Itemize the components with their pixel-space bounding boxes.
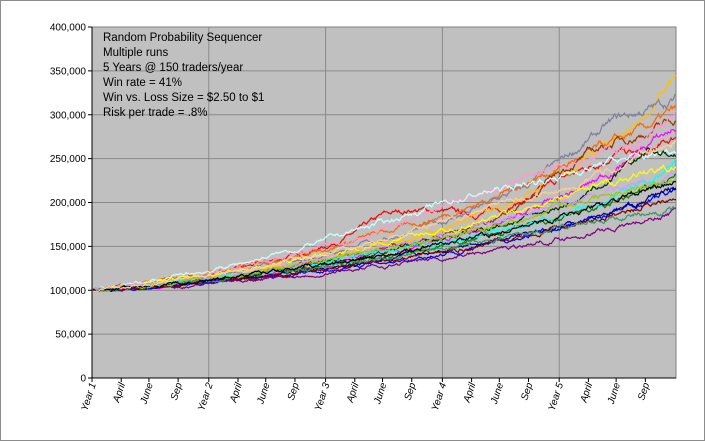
y-tick-label: 50,000 bbox=[55, 330, 86, 341]
x-tick-label: April bbox=[461, 381, 478, 405]
x-tick-label: June bbox=[606, 381, 624, 406]
y-tick-label: 100,000 bbox=[50, 286, 87, 297]
y-tick-label: 400,000 bbox=[50, 23, 87, 34]
x-tick-label: April bbox=[111, 381, 128, 405]
chart-annotation: Random Probability Sequencer Multiple ru… bbox=[103, 31, 264, 121]
x-tick-label: Sep bbox=[636, 381, 652, 402]
x-tick-label: April bbox=[578, 381, 595, 405]
x-tick-label: Sep bbox=[519, 381, 535, 402]
series-line bbox=[91, 207, 677, 293]
x-tick-label: Year 2 bbox=[196, 381, 216, 412]
annotation-line: Multiple runs bbox=[103, 47, 169, 59]
series-line bbox=[91, 198, 677, 292]
x-tick-label: June bbox=[138, 381, 156, 406]
y-tick-label: 150,000 bbox=[50, 242, 87, 253]
annotation-line: 5 Years @ 150 traders/year bbox=[103, 62, 244, 74]
x-tick-label: June bbox=[372, 381, 390, 406]
annotation-line: Win rate = 41% bbox=[103, 77, 182, 89]
x-tick-label: Year 5 bbox=[547, 381, 567, 412]
series-line bbox=[91, 148, 677, 291]
y-tick-label: 200,000 bbox=[50, 198, 87, 209]
annotation-line: Win vs. Loss Size = $2.50 to $1 bbox=[103, 92, 265, 104]
series-line bbox=[92, 180, 677, 293]
x-tick-label: June bbox=[255, 381, 273, 406]
x-tick-label: Sep bbox=[169, 381, 185, 402]
x-tick-label: Sep bbox=[286, 381, 302, 402]
x-tick-label: April bbox=[345, 381, 362, 405]
x-tick-label: Year 4 bbox=[430, 381, 450, 412]
x-tick-label: Year 3 bbox=[313, 381, 333, 412]
x-tick-label: Year 1 bbox=[79, 382, 98, 413]
y-tick-label: 350,000 bbox=[50, 66, 87, 77]
series-line bbox=[91, 140, 677, 293]
y-tick-label: 250,000 bbox=[50, 154, 87, 165]
y-tick-label: 0 bbox=[80, 374, 86, 385]
annotation-line: Random Probability Sequencer bbox=[103, 32, 263, 44]
x-tick-label: April bbox=[228, 381, 245, 405]
series-lines bbox=[91, 74, 677, 293]
gridlines bbox=[92, 27, 676, 378]
x-tick-label: Sep bbox=[403, 381, 419, 402]
series-line bbox=[91, 205, 677, 291]
y-tick-label: 300,000 bbox=[50, 110, 87, 121]
annotation-line: Risk per trade = .8% bbox=[103, 107, 208, 119]
x-tick-label: June bbox=[489, 381, 507, 406]
series-line bbox=[91, 179, 677, 293]
